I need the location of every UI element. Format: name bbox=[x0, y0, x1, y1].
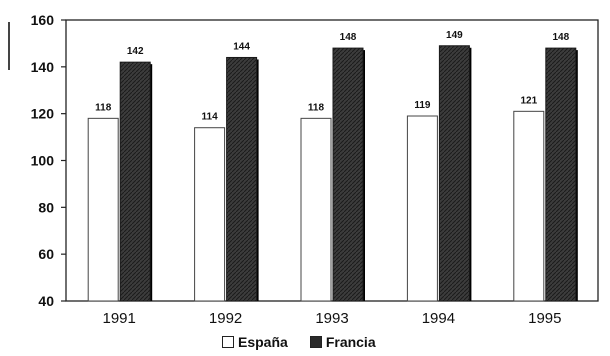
legend-label-francia: Francia bbox=[325, 334, 376, 350]
x-tick-label: 1992 bbox=[209, 310, 242, 327]
legend-label-espana: España bbox=[238, 334, 288, 350]
bar-shadow-francia bbox=[363, 50, 365, 301]
y-tick-label: 40 bbox=[38, 293, 54, 309]
data-label-francia-1993: 148 bbox=[340, 32, 357, 43]
bar-shadow-francia bbox=[469, 47, 472, 302]
bar-espana-1993 bbox=[300, 117, 332, 302]
data-label-francia-1991: 142 bbox=[127, 46, 144, 57]
y-axis: 40 60 80 100 120 140 160 bbox=[31, 12, 66, 309]
data-label-espana-1995: 121 bbox=[520, 95, 537, 106]
data-label-francia-1992: 144 bbox=[233, 41, 250, 52]
bar-shadow-francia bbox=[575, 50, 578, 301]
legend: España Francia bbox=[222, 334, 376, 350]
bars: 118 142 114 144 118 148 119 149 121 148 bbox=[87, 30, 578, 302]
bar-francia-1991 bbox=[119, 61, 151, 302]
bar-shadow-francia bbox=[150, 64, 153, 302]
scan-edge-mark bbox=[8, 22, 10, 70]
bar-francia-1995 bbox=[545, 47, 577, 302]
data-label-francia-1995: 148 bbox=[552, 32, 569, 43]
x-tick-label: 1993 bbox=[315, 310, 348, 327]
legend-swatch-espana bbox=[222, 336, 234, 348]
legend-swatch-francia bbox=[309, 336, 322, 348]
data-label-francia-1994: 149 bbox=[446, 30, 463, 41]
x-axis: 1991 1992 1993 1994 1995 bbox=[103, 310, 562, 327]
y-tick-label: 160 bbox=[31, 12, 55, 28]
bar-espana-1991 bbox=[87, 117, 119, 302]
bar-francia-1994 bbox=[438, 45, 470, 302]
bar-francia-1992 bbox=[226, 56, 258, 302]
x-tick-label: 1991 bbox=[103, 310, 136, 327]
bar-shadow-francia bbox=[256, 59, 259, 301]
y-tick-label: 140 bbox=[31, 59, 55, 75]
bar-espana-1992 bbox=[194, 127, 226, 302]
data-label-espana-1993: 118 bbox=[308, 102, 325, 113]
data-label-espana-1994: 119 bbox=[414, 100, 431, 111]
bar-espana-1994 bbox=[406, 115, 438, 302]
x-tick-label: 1995 bbox=[528, 310, 561, 327]
y-tick-label: 80 bbox=[38, 199, 54, 215]
data-label-espana-1991: 118 bbox=[95, 102, 112, 113]
bar-espana-1995 bbox=[513, 110, 545, 302]
data-label-espana-1992: 114 bbox=[202, 112, 219, 123]
y-tick-label: 100 bbox=[31, 153, 55, 169]
legend-item-francia: Francia bbox=[309, 334, 376, 350]
y-tick-label: 120 bbox=[31, 106, 55, 122]
x-tick-label: 1994 bbox=[422, 310, 455, 327]
bar-francia-1993 bbox=[332, 47, 364, 302]
y-tick-label: 60 bbox=[38, 246, 54, 262]
legend-item-espana: España bbox=[222, 334, 288, 350]
